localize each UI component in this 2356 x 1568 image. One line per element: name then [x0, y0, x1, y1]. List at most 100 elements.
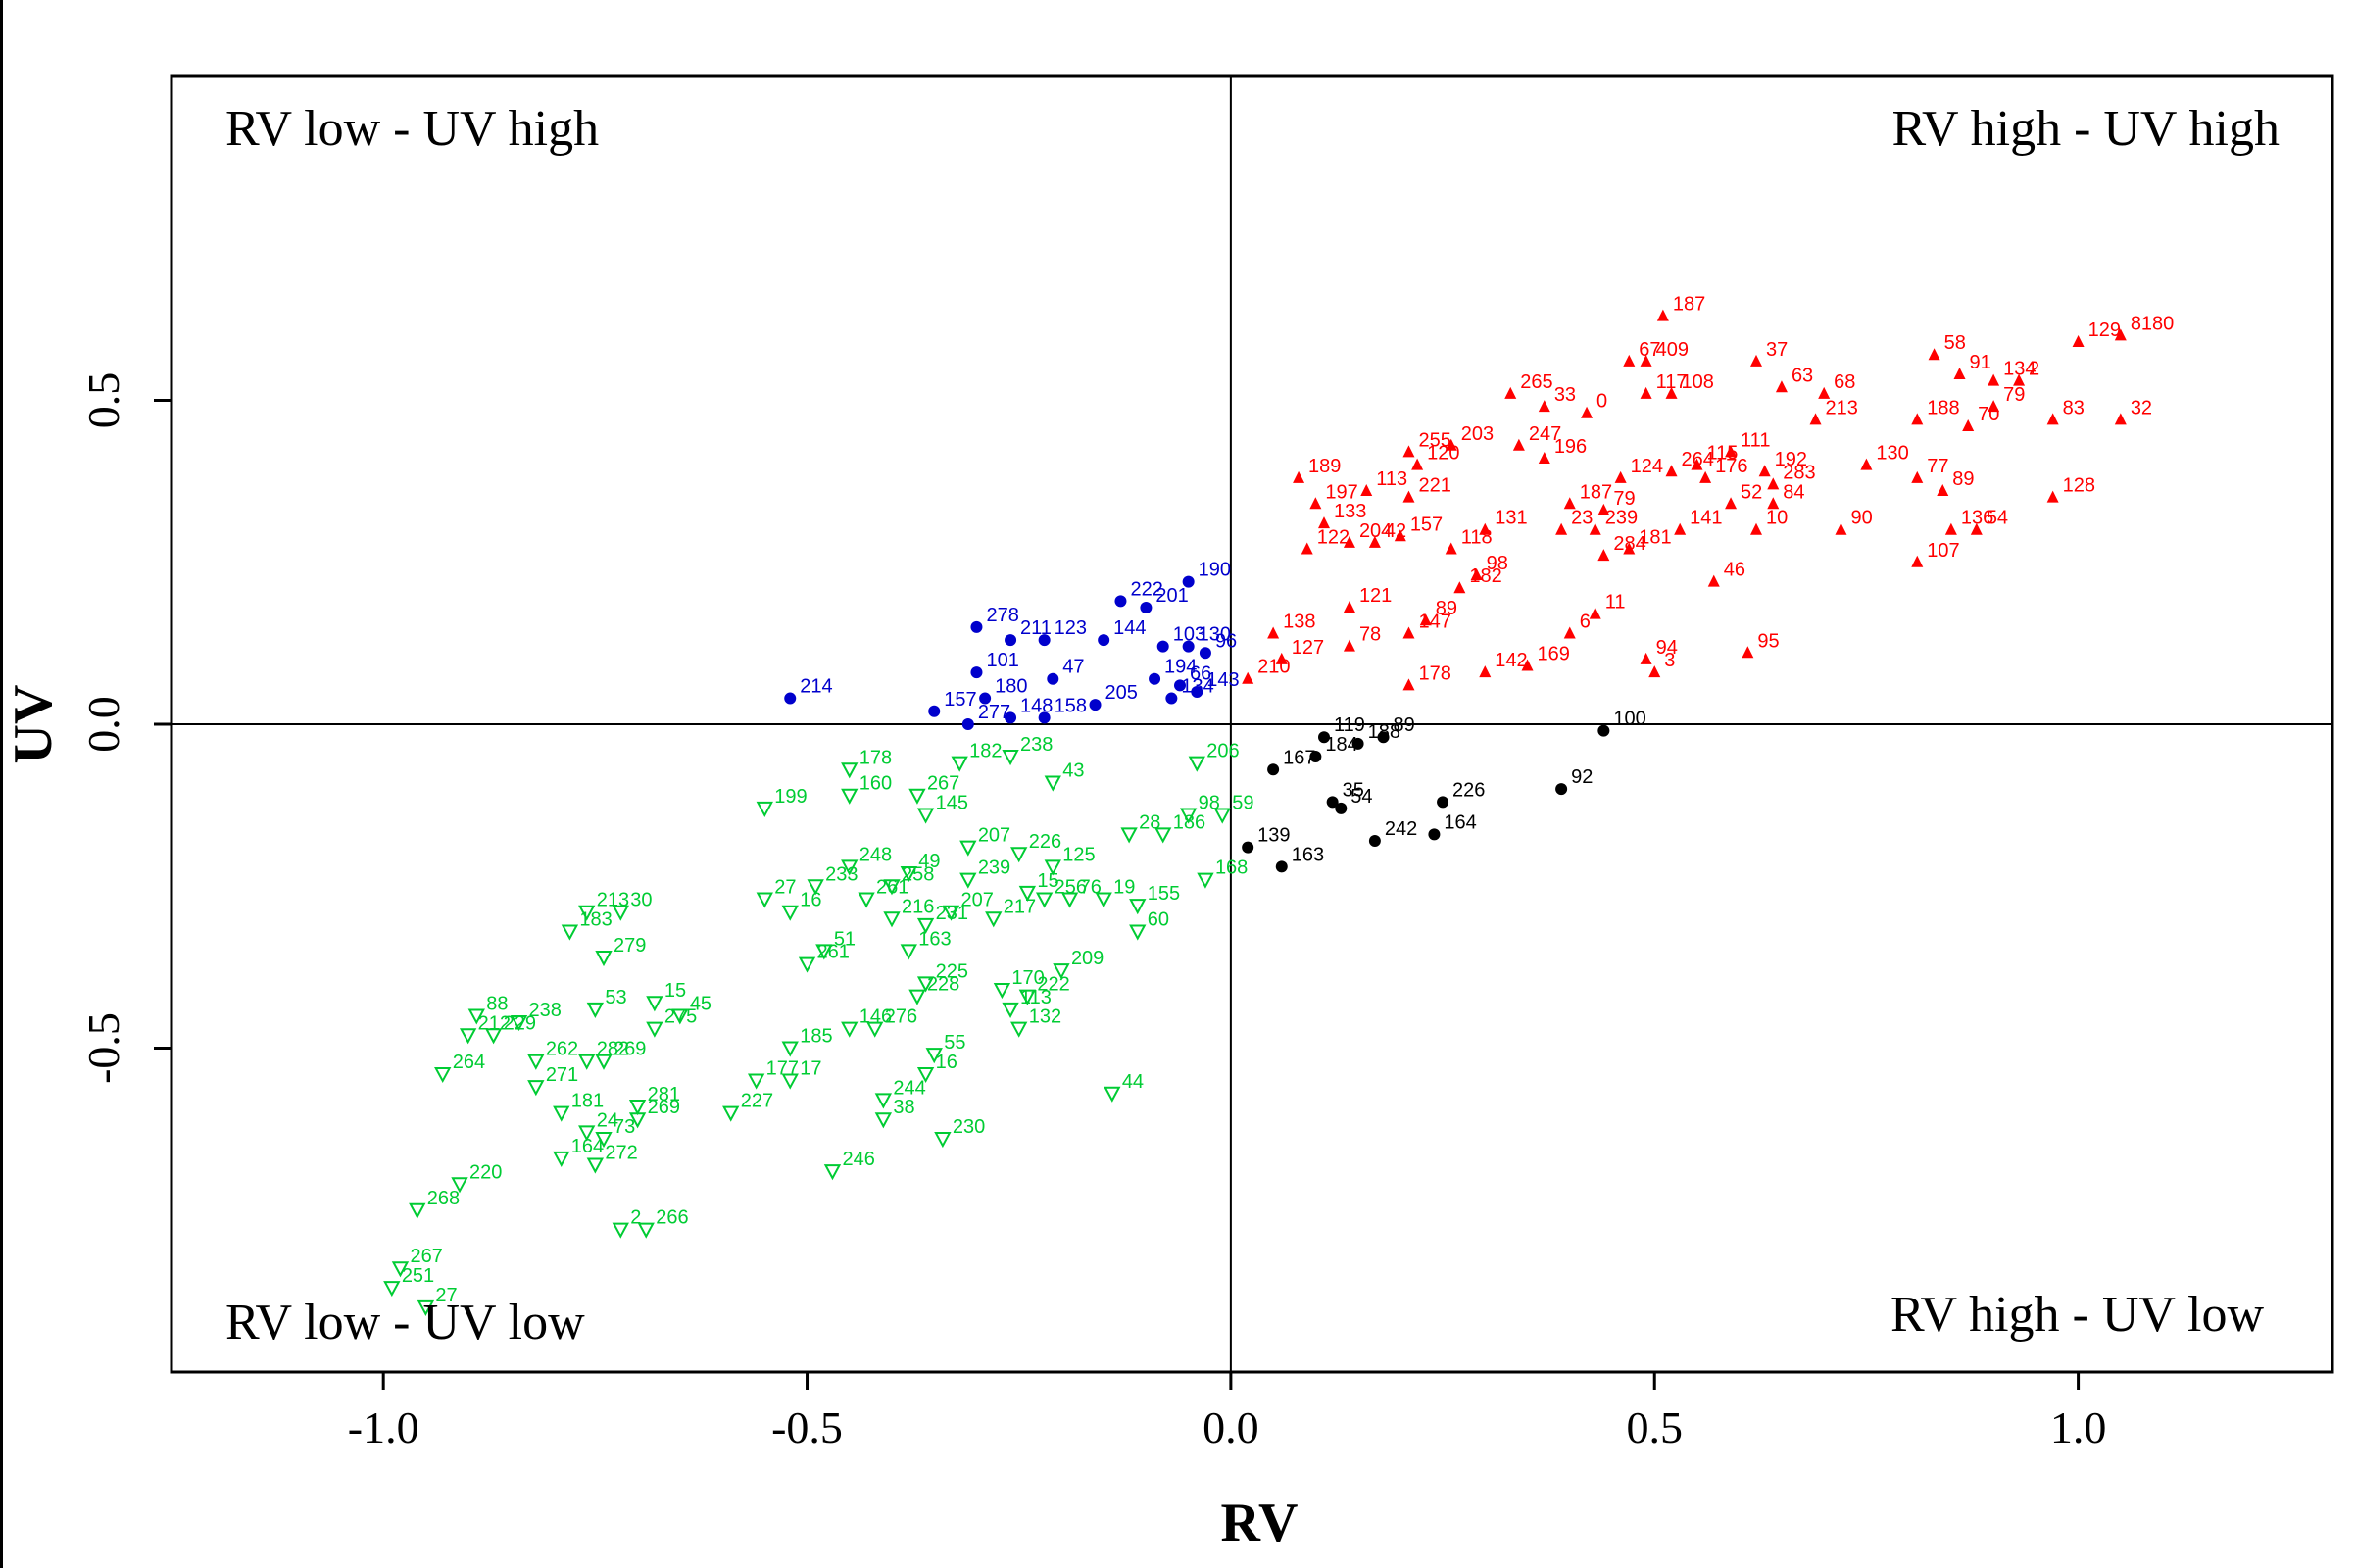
data-point	[1157, 641, 1169, 653]
data-point	[784, 693, 796, 705]
data-point	[1539, 452, 1550, 464]
data-point-label: 210	[1257, 657, 1290, 678]
data-point-label: 16	[800, 890, 821, 911]
data-point-label: 277	[978, 702, 1010, 723]
data-point	[1835, 523, 1846, 535]
data-point	[1183, 641, 1195, 653]
data-point	[1149, 673, 1160, 685]
data-point	[1004, 751, 1017, 763]
series-rv-low-uv-low: 2069859186281687619155602384318217816026…	[385, 734, 1254, 1314]
data-point-label: 54	[1987, 508, 2008, 529]
data-point	[1911, 556, 1923, 567]
data-point-label: 53	[605, 987, 626, 1008]
data-point-label: 278	[986, 605, 1018, 626]
data-point	[962, 718, 974, 730]
data-point-label: 197	[1325, 481, 1357, 503]
data-point	[1446, 543, 1457, 555]
data-point-label: 44	[1122, 1071, 1144, 1093]
x-tick-label: -1.0	[348, 1402, 419, 1452]
data-point	[385, 1282, 399, 1295]
data-point	[876, 1094, 890, 1106]
data-point	[1648, 665, 1660, 677]
data-point	[1090, 699, 1102, 710]
data-point	[1776, 380, 1788, 392]
data-point	[1360, 484, 1372, 496]
y-axis-title: UV	[3, 685, 64, 764]
data-point-label: 246	[842, 1149, 874, 1170]
data-point	[825, 1165, 839, 1178]
data-point	[1242, 842, 1253, 854]
data-point-label: 262	[546, 1039, 578, 1060]
data-point	[1039, 634, 1051, 646]
data-point	[1165, 693, 1177, 705]
data-point-label: 409	[1656, 339, 1689, 361]
data-point-label: 182	[1469, 565, 1501, 587]
data-point-label: 169	[1538, 644, 1570, 665]
data-point	[936, 1133, 950, 1146]
data-point	[1411, 459, 1423, 470]
data-point-label: 23	[1571, 508, 1593, 529]
data-point	[1453, 581, 1465, 593]
data-point	[876, 1113, 890, 1126]
data-point	[1402, 678, 1414, 690]
data-point	[1954, 368, 1966, 379]
data-point-label: 248	[859, 844, 892, 865]
data-point-label: 89	[1952, 468, 1974, 490]
data-point-label: 157	[944, 689, 976, 710]
data-point	[1267, 626, 1279, 638]
data-point-label: 284	[1613, 533, 1645, 555]
data-point-label: 63	[1792, 365, 1813, 386]
data-point-label: 138	[1283, 611, 1315, 632]
data-point	[1581, 407, 1593, 418]
data-point-label: 84	[1783, 481, 1804, 503]
data-point-label: 164	[1444, 811, 1476, 833]
data-point-label: 139	[1257, 825, 1290, 847]
data-point	[1750, 355, 1762, 367]
data-point	[1988, 374, 1999, 386]
data-point	[2047, 491, 2059, 503]
data-point	[758, 803, 771, 815]
data-point	[1479, 665, 1491, 677]
data-point-label: 199	[774, 786, 807, 808]
data-point	[1012, 848, 1026, 860]
data-point	[910, 790, 924, 803]
data-point-label: 131	[1495, 508, 1527, 529]
data-point	[1190, 758, 1203, 770]
data-point-label: 227	[741, 1091, 773, 1112]
data-point	[783, 1043, 797, 1055]
data-point-label: 108	[1682, 371, 1714, 393]
data-point-label: 244	[893, 1077, 925, 1099]
data-point	[1267, 763, 1279, 775]
data-point	[1344, 640, 1355, 652]
data-points: 1298180187375867409265330117108636891134…	[385, 294, 2175, 1314]
quadrant-label-top-left: RV low - UV high	[225, 101, 599, 157]
data-point-label: 266	[656, 1207, 688, 1229]
data-point	[1564, 626, 1576, 638]
data-point	[758, 893, 771, 906]
data-point-label: 70	[1978, 404, 1999, 425]
data-point-label: 128	[2063, 475, 2095, 497]
data-point-label: 144	[1113, 617, 1146, 639]
data-point	[1674, 523, 1686, 535]
data-point	[597, 952, 611, 964]
data-point-label: 267	[927, 773, 959, 795]
data-point	[1402, 491, 1414, 503]
data-point-label: 68	[1834, 371, 1855, 393]
data-point-label: 251	[402, 1265, 434, 1287]
data-point	[580, 1055, 594, 1068]
data-point	[1131, 926, 1145, 939]
data-point-label: 79	[2003, 384, 2025, 406]
data-point-label: 91	[1970, 352, 1991, 373]
data-point	[555, 1152, 568, 1165]
data-point-label: 60	[1148, 909, 1169, 931]
data-point	[1641, 387, 1652, 399]
data-point-label: 283	[1783, 462, 1815, 483]
data-point-label: 77	[1927, 456, 1948, 477]
data-point-label: 155	[1148, 883, 1180, 905]
data-point-label: 183	[579, 909, 612, 931]
data-point-label: 90	[1850, 508, 1872, 529]
data-point-label: 11	[1605, 592, 1626, 613]
data-point-label: 188	[1927, 397, 1959, 418]
data-point-label: 30	[630, 890, 652, 911]
data-point-label: 47	[1062, 657, 1084, 678]
